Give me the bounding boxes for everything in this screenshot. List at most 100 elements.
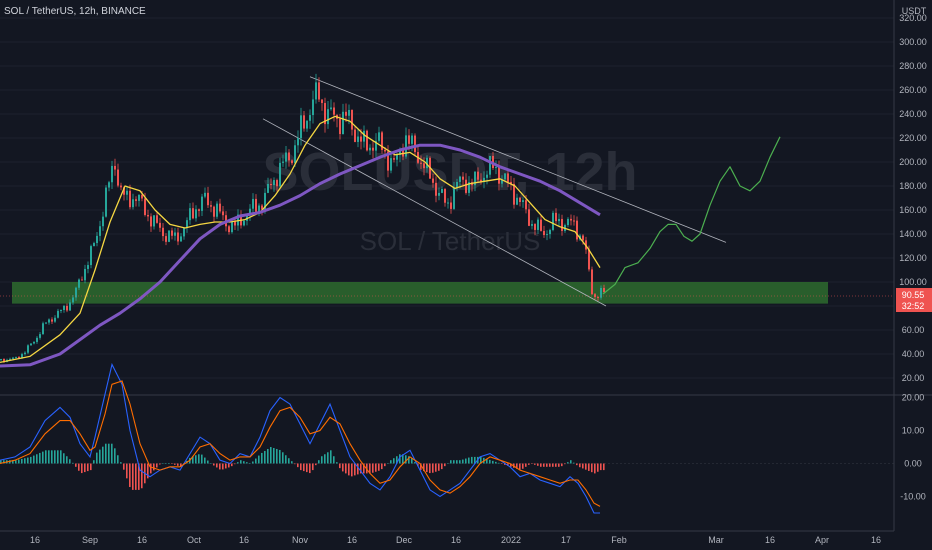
macd-bar [393,458,395,464]
candle-body [117,169,119,186]
time-tick-label: 17 [561,535,571,545]
candle-body [231,221,233,233]
candle-body [195,209,197,219]
macd-bar [603,463,605,471]
macd-bar [198,454,200,464]
price-tick-label: 120.00 [899,253,927,263]
watermark: SOLUSDT, 12h SOL / TetherUS [262,142,637,256]
macd-bar [318,460,320,464]
macd-bar [525,463,527,467]
macd-bar [369,463,371,474]
candle-body [282,161,284,163]
macd-bar [522,463,524,469]
macd-bar [162,463,164,464]
support-zone-rect [12,282,828,304]
candle-body [378,132,380,141]
macd-axis[interactable]: 20.00 10.00 0.00 -10.00 [900,393,926,502]
candle-body [165,236,167,242]
macd-bar [498,462,500,464]
macd-bar [93,460,95,464]
macd-bar [222,463,224,470]
candle-body [603,287,605,293]
candle-body [582,235,584,241]
macd-bar [36,454,38,464]
candle-body [162,227,164,237]
macd-bar [315,463,317,466]
macd-bar [123,463,125,470]
macd-bar [81,463,83,474]
candle-body [174,232,176,236]
candle-body [507,173,509,182]
price-tick-label: 300.00 [899,37,927,47]
macd-bar [60,450,62,464]
macd-bar [285,455,287,464]
macd-bar [48,450,50,464]
candle-body [216,203,218,217]
macd-lines [0,362,601,514]
macd-bar [264,450,266,464]
time-axis[interactable]: 16 Sep 16 Oct 16 Nov 16 Dec 16 2022 17 Feb Mar 16 Apr 1… [30,535,881,545]
macd-bar [489,459,491,464]
candle-body [300,115,302,139]
candle-body [30,343,32,346]
candle-body [45,322,47,324]
candle-body [96,235,98,244]
candle-body [309,115,311,121]
candle-body [597,296,599,298]
macd-bar [345,463,347,474]
candle-body [207,192,209,206]
macd-bar [462,459,464,464]
candle-body [144,198,146,215]
candle-body [234,221,236,226]
macd-bar [255,458,257,464]
time-tick-label: Sep [82,535,98,545]
macd-bar [447,463,449,464]
macd-bar [339,463,341,469]
channel-lines [262,76,727,307]
macd-bar [546,463,548,467]
macd-bar [582,463,584,469]
candle-body [459,176,461,182]
macd-bar [543,463,545,467]
macd-bar [588,463,590,471]
price-tag: 90.55 32:52 [0,288,932,312]
candle-body [159,222,161,228]
macd-bar [192,456,194,464]
macd-bar [195,455,197,464]
candle-body [270,183,272,186]
candle-body [108,182,110,188]
macd-bar [492,460,494,464]
macd-tick-label: 20.00 [902,393,925,403]
macd-bar [258,455,260,464]
macd-bar [87,463,89,472]
macd-bar [273,447,275,464]
candle-body [264,192,266,210]
candle-body [273,180,275,186]
macd-bar [561,463,563,467]
macd-bar [303,463,305,472]
macd-bar [33,455,35,464]
macd-bar [384,463,386,467]
macd-bar [429,463,431,474]
price-tick-label: 60.00 [902,325,925,335]
grid [0,17,894,379]
macd-bar [246,462,248,464]
macd-bar [282,452,284,464]
macd-bar [600,463,602,471]
candle-body [576,220,578,240]
macd-bar [435,463,437,472]
macd-bar [141,463,143,489]
macd-bar [567,462,569,464]
price-tick-label: 100.00 [899,277,927,287]
macd-bar [78,463,80,471]
macd-bar [108,443,110,464]
macd-bar [18,459,20,464]
macd-bar [159,463,161,465]
macd-bar [510,463,512,467]
candle-body [591,269,593,295]
candle-body [453,187,455,209]
macd-bar [132,463,134,490]
candle-body [465,179,467,193]
macd-bar [348,463,350,476]
candle-body [438,192,440,196]
